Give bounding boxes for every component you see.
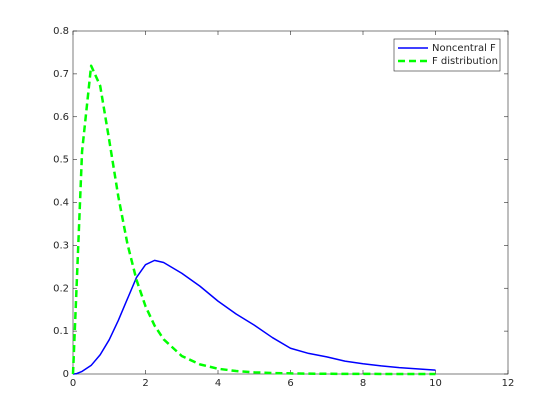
- x-tick-label: 6: [287, 378, 293, 389]
- x-tick-label: 0: [70, 378, 76, 389]
- y-tick-label: 0.4: [53, 198, 69, 209]
- y-tick-label: 0.8: [53, 26, 69, 37]
- legend: Noncentral F F distribution: [393, 38, 501, 72]
- x-tick-label: 2: [142, 378, 148, 389]
- legend-label: F distribution: [432, 56, 498, 67]
- series-line: [71, 64, 436, 376]
- x-tick-label: 8: [360, 378, 366, 389]
- y-tick-label: 0.1: [53, 326, 69, 337]
- x-tick-label: 12: [502, 378, 515, 389]
- legend-label: Noncentral F: [432, 43, 496, 54]
- y-tick-label: 0.7: [53, 69, 69, 80]
- x-tick-label: 4: [215, 378, 221, 389]
- y-tick-label: 0.6: [53, 112, 69, 123]
- y-tick-label: 0: [63, 369, 69, 380]
- axes-box: [72, 30, 509, 375]
- series-line: [72, 259, 436, 375]
- y-tick-label: 0.3: [53, 240, 69, 251]
- x-tick-label: 10: [429, 378, 442, 389]
- y-tick-label: 0.5: [53, 155, 69, 166]
- y-tick-label: 0.2: [53, 283, 69, 294]
- legend-box: [393, 38, 501, 72]
